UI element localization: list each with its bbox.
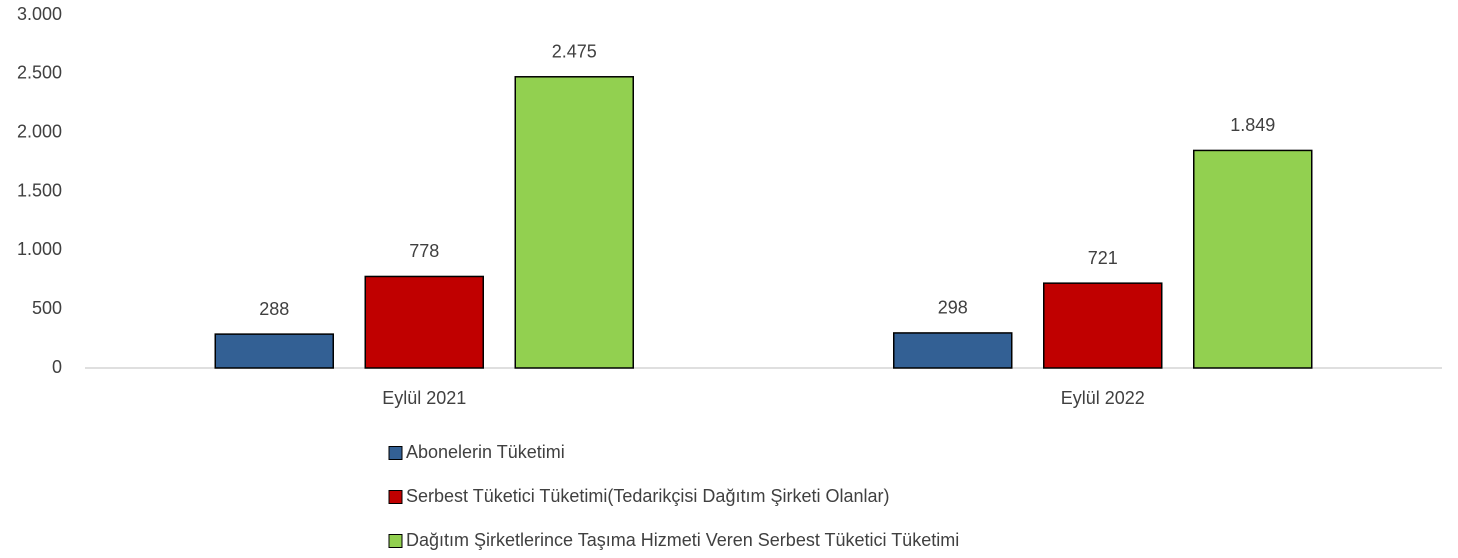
data-label: 2.475 [552,42,597,62]
legend-label: Dağıtım Şirketlerince Taşıma Hizmeti Ver… [406,530,959,550]
legend-label: Serbest Tüketici Tüketimi(Tedarikçisi Da… [406,486,889,506]
y-tick-label: 2.000 [17,121,62,141]
bar [893,332,1013,369]
data-label: 721 [1088,248,1118,268]
x-tick-label: Eylül 2021 [382,388,466,408]
y-tick-label: 2.500 [17,63,62,83]
bar [364,275,484,369]
y-tick-label: 1.000 [17,239,62,259]
bar [514,76,634,369]
x-tick-label: Eylül 2022 [1061,388,1145,408]
bar [1193,149,1313,369]
bar [214,333,334,369]
y-tick-label: 500 [32,298,62,318]
data-label: 298 [938,298,968,318]
y-tick-label: 0 [52,357,62,377]
data-label: 778 [409,241,439,261]
y-tick-label: 1.500 [17,180,62,200]
y-tick-label: 3.000 [17,4,62,24]
legend-label: Abonelerin Tüketimi [406,442,565,462]
data-label: 288 [259,299,289,319]
bar [1043,282,1163,369]
legend-swatch [388,490,403,504]
data-label: 1.849 [1230,115,1275,135]
legend-swatch [388,446,403,460]
legend-swatch [388,534,403,548]
